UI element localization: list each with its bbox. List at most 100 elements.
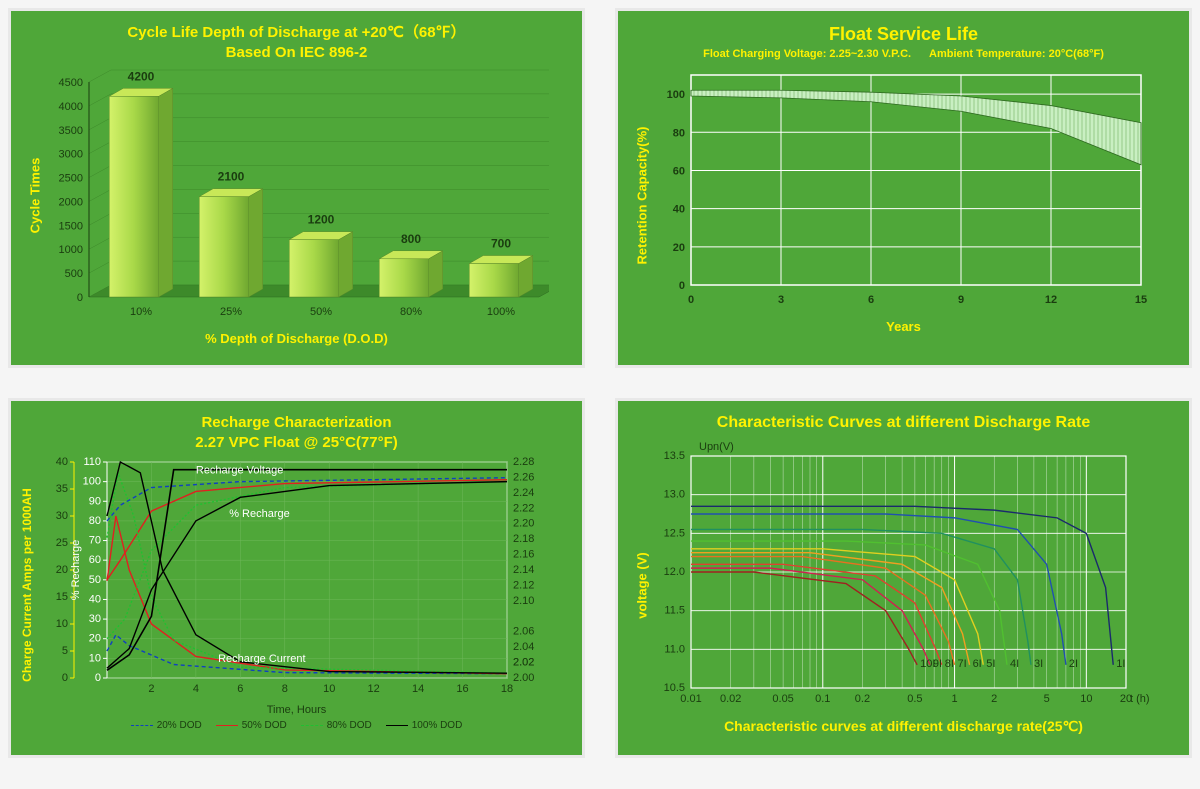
- svg-text:2: 2: [991, 693, 997, 705]
- svg-text:8: 8: [282, 683, 288, 695]
- svg-text:2.18: 2.18: [513, 533, 534, 545]
- svg-text:% Recharge: % Recharge: [70, 540, 82, 601]
- svg-text:2: 2: [148, 683, 154, 695]
- svg-text:2.10: 2.10: [513, 595, 534, 607]
- svg-text:0.1: 0.1: [815, 693, 830, 705]
- svg-text:50%: 50%: [310, 306, 332, 318]
- chart2-ylabel: Retention Capacity(%): [635, 127, 650, 265]
- svg-text:80: 80: [673, 128, 685, 140]
- chart3-svg: 2468101214161805101520253035400102030405…: [29, 452, 549, 702]
- svg-text:2.04: 2.04: [513, 641, 534, 653]
- svg-text:2.12: 2.12: [513, 579, 534, 591]
- svg-text:1I: 1I: [1116, 658, 1125, 670]
- svg-text:12: 12: [368, 683, 380, 695]
- svg-text:20: 20: [89, 633, 101, 645]
- svg-text:10: 10: [1080, 693, 1092, 705]
- svg-text:3: 3: [778, 294, 784, 306]
- svg-text:0: 0: [62, 672, 68, 684]
- svg-text:30: 30: [89, 613, 101, 625]
- svg-text:1000: 1000: [59, 244, 83, 256]
- chart4-svg: Upn(V)0.010.020.050.10.20.51251020t (h)1…: [636, 434, 1156, 714]
- chart1-title2: Based On IEC 896-2: [29, 43, 564, 63]
- svg-text:5: 5: [62, 645, 68, 657]
- chart1-xlabel: % Depth of Discharge (D.O.D): [29, 331, 564, 346]
- svg-text:0.2: 0.2: [855, 693, 870, 705]
- svg-text:800: 800: [401, 232, 421, 246]
- svg-text:0: 0: [95, 672, 101, 684]
- svg-text:60: 60: [89, 554, 101, 566]
- svg-text:3000: 3000: [59, 149, 83, 161]
- svg-text:2.06: 2.06: [513, 626, 534, 638]
- svg-text:0: 0: [679, 280, 685, 292]
- svg-text:4: 4: [193, 683, 199, 695]
- chart1-svg: 0500100015002000250030003500400045004200…: [29, 62, 549, 327]
- svg-text:t (h): t (h): [1130, 693, 1150, 705]
- svg-text:6I: 6I: [973, 658, 982, 670]
- svg-text:11.0: 11.0: [664, 643, 685, 655]
- svg-text:6: 6: [237, 683, 243, 695]
- svg-text:11.5: 11.5: [664, 604, 685, 616]
- svg-text:12: 12: [1045, 294, 1057, 306]
- svg-text:15: 15: [56, 591, 68, 603]
- svg-text:10: 10: [89, 652, 101, 664]
- svg-text:20: 20: [673, 242, 685, 254]
- svg-text:20: 20: [56, 564, 68, 576]
- svg-text:4500: 4500: [59, 77, 83, 89]
- svg-text:3500: 3500: [59, 125, 83, 137]
- svg-text:1: 1: [951, 693, 957, 705]
- svg-text:0.05: 0.05: [772, 693, 793, 705]
- svg-text:10I: 10I: [920, 658, 935, 670]
- chart1-ylabel: Cycle Times: [28, 158, 43, 234]
- svg-text:0.01: 0.01: [680, 693, 701, 705]
- panel-cycle-life: Cycle Life Depth of Discharge at +20℃（68…: [8, 8, 585, 368]
- svg-text:15: 15: [1135, 294, 1147, 306]
- svg-text:110: 110: [83, 456, 101, 468]
- chart3-title1: Recharge Characterization: [29, 413, 564, 433]
- svg-text:2.00: 2.00: [513, 672, 534, 684]
- svg-text:12.5: 12.5: [664, 527, 685, 539]
- svg-text:0.5: 0.5: [907, 693, 922, 705]
- chart1-title1: Cycle Life Depth of Discharge at +20℃（68…: [29, 23, 564, 43]
- svg-text:2.14: 2.14: [513, 564, 534, 576]
- svg-text:6: 6: [868, 294, 874, 306]
- svg-text:700: 700: [491, 237, 511, 251]
- svg-text:3I: 3I: [1034, 658, 1043, 670]
- svg-text:2.22: 2.22: [513, 502, 534, 514]
- svg-text:40: 40: [56, 456, 68, 468]
- svg-text:10: 10: [323, 683, 335, 695]
- chart4-title: Characteristic Curves at different Disch…: [636, 413, 1171, 434]
- panel-recharge: Recharge Characterization 2.27 VPC Float…: [8, 398, 585, 758]
- svg-text:9: 9: [958, 294, 964, 306]
- svg-text:30: 30: [56, 510, 68, 522]
- svg-text:4I: 4I: [1010, 658, 1019, 670]
- svg-text:100: 100: [667, 89, 685, 101]
- chart2-svg: 03691215020406080100: [636, 60, 1156, 315]
- chart2-xlabel: Years: [636, 319, 1171, 334]
- svg-text:60: 60: [673, 166, 685, 178]
- svg-text:Recharge Voltage: Recharge Voltage: [196, 465, 283, 477]
- panel-float-life: Float Service Life Float Charging Voltag…: [615, 8, 1192, 368]
- chart3-title2: 2.27 VPC Float @ 25°C(77°F): [29, 433, 564, 453]
- chart3-xlabel: Time, Hours: [29, 704, 564, 716]
- chart3-legend: 20% DOD50% DOD80% DOD100% DOD: [29, 720, 564, 731]
- svg-text:80: 80: [89, 515, 101, 527]
- svg-text:% Recharge: % Recharge: [229, 508, 290, 520]
- svg-text:25: 25: [56, 537, 68, 549]
- svg-text:13.0: 13.0: [664, 488, 685, 500]
- svg-text:1200: 1200: [308, 213, 335, 227]
- svg-text:35: 35: [56, 483, 68, 495]
- svg-text:16: 16: [456, 683, 468, 695]
- svg-text:14: 14: [412, 683, 424, 695]
- panel-discharge: Characteristic Curves at different Disch…: [615, 398, 1192, 758]
- svg-text:2.16: 2.16: [513, 549, 534, 561]
- svg-text:13.5: 13.5: [664, 450, 685, 462]
- svg-text:500: 500: [65, 268, 83, 280]
- svg-text:18: 18: [501, 683, 513, 695]
- svg-text:40: 40: [89, 593, 101, 605]
- svg-text:90: 90: [89, 495, 101, 507]
- svg-text:2.20: 2.20: [513, 518, 534, 530]
- svg-text:4200: 4200: [128, 69, 155, 83]
- svg-text:5I: 5I: [986, 658, 995, 670]
- svg-text:80%: 80%: [400, 306, 422, 318]
- svg-text:12.0: 12.0: [664, 566, 685, 578]
